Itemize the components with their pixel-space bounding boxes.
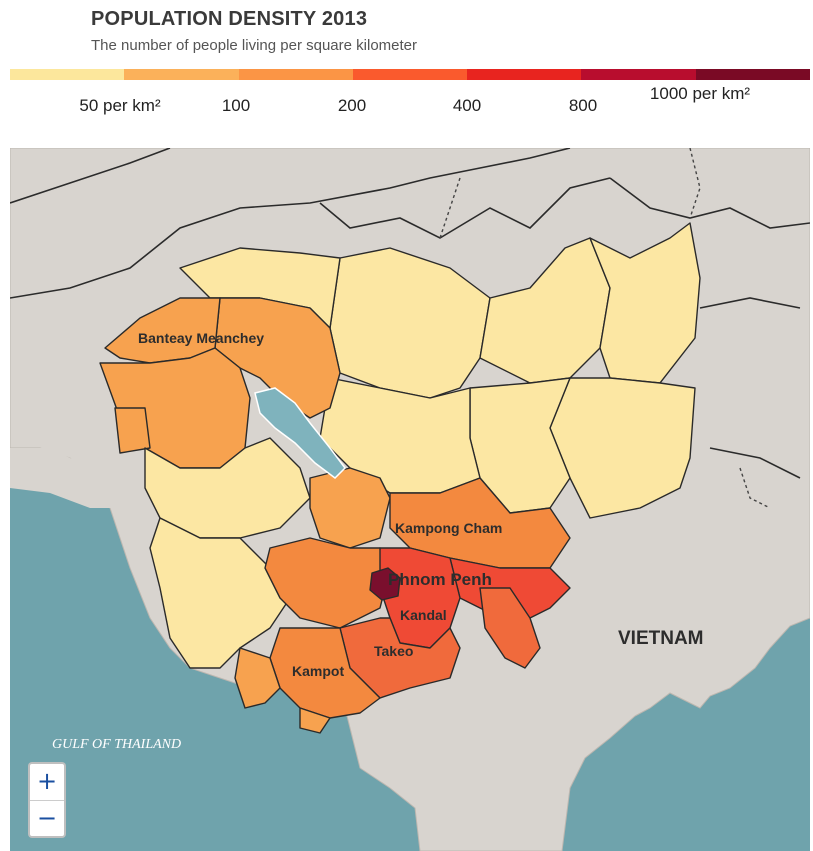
label-kandal: Kandal — [400, 607, 447, 623]
province-phnom-penh[interactable] — [369, 567, 401, 601]
label-takeo: Takeo — [374, 643, 413, 659]
legend-label: 50 per km² — [79, 96, 161, 115]
province-sihanoukville[interactable] — [234, 647, 281, 709]
legend-label: 100 — [221, 96, 251, 115]
zoom-control: + − — [28, 762, 66, 838]
map-title: POPULATION DENSITY 2013 — [91, 8, 368, 30]
disputed-borders — [439, 148, 771, 509]
label-gulf-of-thailand: GULF OF THAILAND — [52, 737, 181, 752]
land — [10, 448, 120, 508]
map[interactable]: Banteay Meanchey Kampong Cham Phnom Penh… — [10, 148, 810, 851]
legend-swatch — [124, 69, 239, 80]
label-kampong-cham: Kampong Cham — [395, 520, 502, 536]
legend-labels: 50 per km² 100 200 400 800 1000 per km² — [10, 84, 810, 138]
province-kep[interactable] — [299, 707, 331, 734]
zoom-out-button[interactable]: − — [36, 804, 58, 832]
legend-swatch — [238, 69, 353, 80]
tonle-sap-lake — [254, 387, 346, 479]
province-pailin[interactable] — [114, 407, 151, 454]
legend-swatch — [467, 69, 582, 80]
legend-label: 800 — [568, 96, 598, 115]
province-kampong-chhnang[interactable] — [309, 467, 391, 549]
legend-label: 1000 per km² — [649, 84, 751, 103]
zoom-in-button[interactable]: + — [30, 764, 64, 801]
province-kampong-speu[interactable] — [264, 537, 391, 629]
map-svg[interactable]: Banteay Meanchey Kampong Cham Phnom Penh… — [10, 148, 810, 851]
legend-color-scale — [10, 69, 810, 80]
label-kampot: Kampot — [292, 663, 344, 679]
label-vietnam: VIETNAM — [618, 628, 704, 649]
legend-label: 200 — [337, 96, 367, 115]
province-svay-rieng[interactable] — [479, 587, 541, 669]
province-kampong-cham[interactable] — [389, 477, 571, 569]
label-banteay-meanchey: Banteay Meanchey — [138, 330, 264, 346]
legend-swatch — [352, 69, 468, 80]
legend-label: 400 — [452, 96, 482, 115]
legend-swatch — [581, 69, 696, 80]
map-subtitle: The number of people living per square k… — [91, 37, 418, 54]
legend-swatch — [10, 69, 125, 80]
province-ratanakiri[interactable] — [589, 222, 701, 384]
legend-swatch — [695, 69, 810, 80]
label-phnom-penh: Phnom Penh — [388, 570, 492, 589]
